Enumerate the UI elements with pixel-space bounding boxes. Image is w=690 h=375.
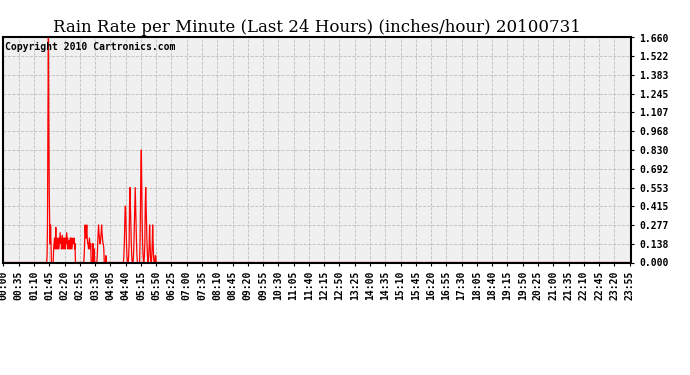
Text: Copyright 2010 Cartronics.com: Copyright 2010 Cartronics.com [5,42,175,52]
Title: Rain Rate per Minute (Last 24 Hours) (inches/hour) 20100731: Rain Rate per Minute (Last 24 Hours) (in… [53,19,582,36]
